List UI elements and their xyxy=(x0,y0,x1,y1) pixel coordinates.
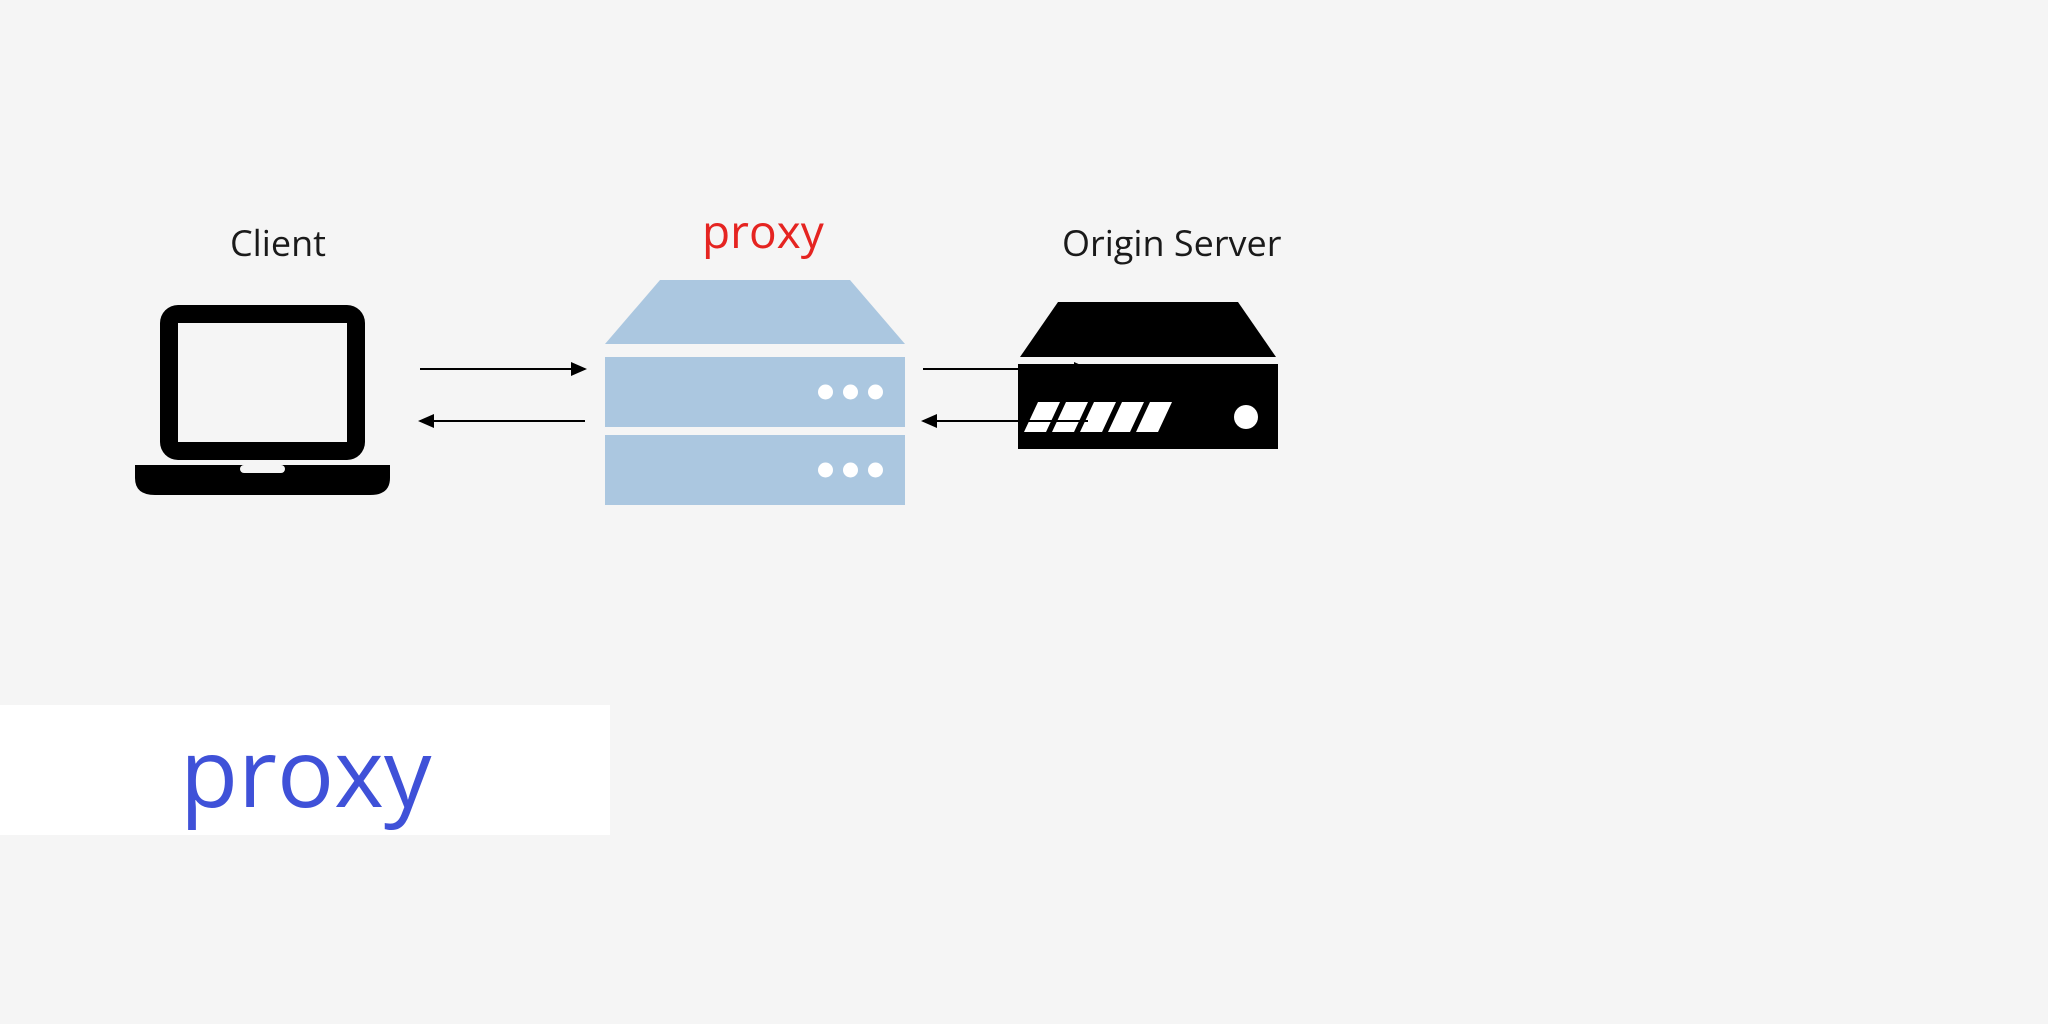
proxy-rack-2 xyxy=(605,435,905,505)
diagram-stage: Client proxy Origin Server xyxy=(0,0,2048,1024)
watermark-text: proxy xyxy=(180,723,431,818)
arrow-origin-to-proxy xyxy=(923,420,1088,422)
arrow-proxy-to-origin xyxy=(923,368,1088,370)
origin-label: Origin Server xyxy=(1062,218,1281,267)
arrow-client-to-proxy xyxy=(420,368,585,370)
watermark-box: proxy xyxy=(0,705,610,835)
arrow-proxy-to-client xyxy=(420,420,585,422)
laptop-icon xyxy=(135,300,390,500)
origin-server-icon xyxy=(1018,302,1278,462)
client-label: Client xyxy=(230,218,326,267)
proxy-label: proxy xyxy=(702,200,824,262)
proxy-server-icon xyxy=(605,280,905,513)
proxy-rack-1 xyxy=(605,357,905,427)
